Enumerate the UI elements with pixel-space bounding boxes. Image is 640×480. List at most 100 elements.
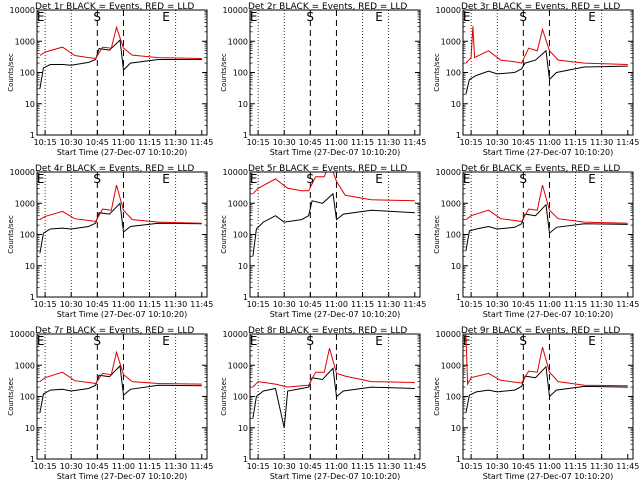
- panel-title: Det 9r BLACK = Events, RED = LLD: [461, 326, 620, 336]
- x-tick-label: 10:45: [86, 138, 109, 147]
- event-marker-s: S: [306, 172, 314, 186]
- series-line-lld: [252, 172, 415, 202]
- y-tick-label: 10000: [436, 168, 461, 177]
- event-marker-e: E: [37, 334, 45, 348]
- x-tick-label: 11:00: [112, 300, 135, 309]
- y-tick-label: 1: [456, 131, 461, 140]
- x-tick-label: 10:45: [86, 462, 109, 471]
- x-axis-label: Start Time (27-Dec-07 10:10:20): [57, 310, 188, 319]
- y-tick-label: 10000: [436, 330, 461, 339]
- x-axis-label: Start Time (27-Dec-07 10:10:20): [483, 148, 614, 157]
- y-tick-label: 1: [30, 131, 35, 140]
- x-tick-label: 10:30: [60, 300, 83, 309]
- y-tick-label: 1: [243, 455, 248, 464]
- series-line-events: [252, 367, 415, 428]
- series-line-events: [252, 192, 415, 257]
- x-axis-label: Start Time (27-Dec-07 10:10:20): [270, 148, 401, 157]
- y-tick-label: 10: [25, 424, 35, 433]
- x-tick-label: 11:15: [351, 300, 374, 309]
- x-tick-label: 10:45: [86, 300, 109, 309]
- y-axis-label: Counts/sec: [220, 215, 228, 254]
- plot-frame: [462, 9, 634, 136]
- series-line-lld: [39, 25, 202, 60]
- y-tick-label: 1: [243, 131, 248, 140]
- plot-frame: [462, 333, 634, 460]
- series-group: [465, 26, 628, 95]
- y-tick-label: 1000: [15, 361, 35, 370]
- x-tick-label: 11:45: [190, 138, 213, 147]
- x-tick-label: 11:00: [112, 462, 135, 471]
- x-tick-label: 10:30: [486, 462, 509, 471]
- y-tick-label: 10000: [10, 330, 35, 339]
- y-tick-label: 10: [25, 262, 35, 271]
- plot-frame: [249, 9, 421, 136]
- y-axis-label: Counts/sec: [433, 215, 441, 254]
- x-tick-label: 11:30: [590, 300, 613, 309]
- series-line-lld: [465, 334, 628, 387]
- x-tick-label: 11:30: [164, 300, 187, 309]
- y-axis-label: Counts/sec: [220, 377, 228, 416]
- y-tick-label: 100: [446, 69, 461, 78]
- plot-frame: [36, 171, 208, 298]
- y-axis-label: Counts/sec: [220, 53, 228, 92]
- event-marker-e: E: [250, 334, 258, 348]
- y-tick-label: 10: [451, 424, 461, 433]
- event-marker-e: E: [375, 172, 383, 186]
- panel-title: Det 1r BLACK = Events, RED = LLD: [35, 2, 194, 12]
- event-marker-e: E: [37, 172, 45, 186]
- x-tick-label: 11:45: [403, 138, 426, 147]
- event-marker-s: S: [306, 334, 314, 348]
- event-marker-e: E: [162, 172, 170, 186]
- y-tick-label: 1000: [441, 37, 461, 46]
- y-axis-label: Counts/sec: [433, 377, 441, 416]
- event-marker-e: E: [463, 10, 471, 24]
- y-axis-label: Counts/sec: [433, 53, 441, 92]
- y-tick-label: 100: [446, 231, 461, 240]
- y-tick-label: 1000: [15, 199, 35, 208]
- y-tick-label: 100: [20, 231, 35, 240]
- x-tick-label: 10:15: [34, 300, 57, 309]
- event-marker-e: E: [588, 172, 596, 186]
- y-tick-label: 100: [233, 69, 248, 78]
- y-tick-label: 10000: [223, 330, 248, 339]
- x-tick-label: 10:45: [299, 300, 322, 309]
- x-tick-label: 11:45: [403, 462, 426, 471]
- x-tick-label: 10:30: [60, 462, 83, 471]
- y-tick-label: 1000: [228, 361, 248, 370]
- x-axis-label: Start Time (27-Dec-07 10:10:20): [57, 472, 188, 480]
- plot-frame: [249, 171, 421, 298]
- y-tick-label: 10: [238, 100, 248, 109]
- y-tick-label: 1: [456, 293, 461, 302]
- plot-frame: [36, 9, 208, 136]
- y-tick-label: 1000: [15, 37, 35, 46]
- series-line-lld: [252, 348, 415, 388]
- x-tick-label: 10:30: [60, 138, 83, 147]
- x-tick-label: 10:15: [247, 138, 270, 147]
- x-tick-label: 10:15: [460, 462, 483, 471]
- event-marker-e: E: [588, 10, 596, 24]
- y-tick-label: 10: [451, 100, 461, 109]
- series-line-lld: [39, 350, 202, 385]
- y-axis-label: Counts/sec: [7, 215, 15, 254]
- event-marker-e: E: [588, 334, 596, 348]
- plot-frame: [462, 171, 634, 298]
- series-line-events: [465, 365, 628, 413]
- panel-title: Det 5r BLACK = Events, RED = LLD: [248, 164, 407, 174]
- x-tick-label: 10:45: [512, 138, 535, 147]
- x-tick-label: 10:30: [486, 300, 509, 309]
- y-tick-label: 10000: [436, 6, 461, 15]
- event-marker-e: E: [463, 172, 471, 186]
- event-marker-e: E: [375, 334, 383, 348]
- x-tick-label: 10:15: [34, 138, 57, 147]
- x-tick-label: 10:15: [34, 462, 57, 471]
- series-group: [39, 350, 202, 413]
- x-tick-label: 11:45: [403, 300, 426, 309]
- y-tick-label: 1: [30, 293, 35, 302]
- series-line-lld: [465, 184, 628, 224]
- x-tick-label: 11:45: [190, 300, 213, 309]
